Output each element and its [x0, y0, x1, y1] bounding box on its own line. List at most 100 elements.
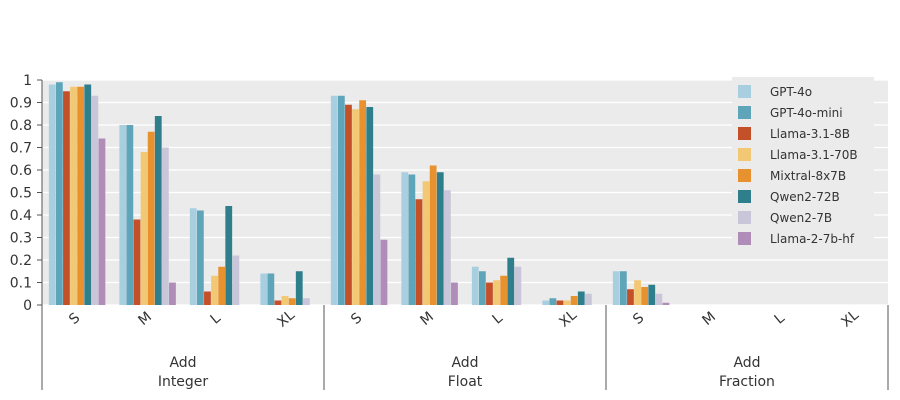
bar: [345, 104, 352, 305]
x-category-label: M: [417, 309, 437, 329]
bar: [415, 199, 423, 305]
bar: [147, 131, 155, 305]
y-tick-label: 0.7: [10, 141, 32, 157]
legend-label: GPT-4o-mini: [770, 106, 843, 120]
bar: [422, 181, 430, 305]
legend-swatch: [738, 211, 751, 224]
y-tick-label: 0.8: [10, 118, 32, 134]
bar: [570, 296, 578, 305]
x-category-label: S: [66, 310, 83, 328]
x-category-label: XL: [838, 307, 862, 331]
bar: [500, 275, 508, 305]
bar: [232, 255, 240, 305]
y-tick-label: 0.6: [10, 163, 32, 179]
x-category-label: S: [630, 310, 647, 328]
bar: [260, 273, 268, 305]
bar: [373, 174, 381, 305]
bar: [549, 298, 557, 305]
y-tick-label: 0.5: [10, 186, 32, 202]
legend-label: Mixtral-8x7B: [770, 169, 846, 183]
legend-swatch: [738, 106, 751, 119]
x-category-label: L: [490, 310, 506, 327]
bar: [140, 152, 148, 305]
bar: [619, 271, 627, 305]
bar: [563, 300, 571, 305]
bar: [295, 271, 303, 305]
bar: [63, 91, 70, 305]
x-category-label: M: [699, 309, 719, 329]
bar: [218, 266, 226, 305]
legend-swatch: [738, 190, 751, 203]
legend-swatch: [738, 169, 751, 182]
bar: [429, 165, 437, 305]
legend-swatch: [738, 127, 751, 140]
bar: [493, 280, 500, 305]
bar: [648, 284, 656, 305]
y-tick-label: 0.3: [10, 231, 32, 247]
bar: [556, 300, 564, 305]
bar: [274, 300, 282, 305]
bar: [77, 86, 85, 305]
x-category-label: XL: [274, 307, 298, 331]
bar: [133, 219, 141, 305]
bar: [98, 138, 106, 305]
bar: [225, 206, 233, 305]
bars: [48, 82, 670, 305]
y-tick-label: 0.4: [10, 208, 32, 224]
bar: [451, 282, 458, 305]
bar: [507, 257, 515, 305]
legend-label: Llama-3.1-8B: [770, 127, 850, 141]
bar: [302, 298, 310, 305]
bar: [584, 293, 592, 305]
bar: [126, 125, 134, 305]
y-tick-label: 0: [23, 298, 32, 314]
x-group-label: Add: [451, 355, 478, 371]
bar: [154, 116, 162, 305]
y-tick-label: 0.9: [10, 96, 32, 112]
bar: [281, 296, 289, 305]
bar: [408, 174, 416, 305]
legend-swatch: [738, 232, 751, 245]
x-category-label: M: [135, 309, 155, 329]
legend-swatch: [738, 85, 751, 98]
bar: [119, 125, 127, 305]
bar: [401, 172, 409, 305]
x-category-label: L: [772, 310, 788, 327]
bar: [70, 86, 77, 305]
legend-label: Llama-2-7b-hf: [770, 232, 855, 246]
bar: [366, 107, 374, 305]
bar: [380, 239, 388, 305]
bar: [204, 291, 211, 305]
legend-box: [732, 77, 874, 251]
x-group-label: Float: [448, 374, 483, 390]
legend-label: GPT-4o: [770, 85, 812, 99]
bar: [443, 190, 451, 305]
bar: [48, 84, 56, 305]
x-category-label: S: [348, 310, 365, 328]
bar: [542, 300, 550, 305]
bar: [514, 266, 522, 305]
y-tick-label: 0.1: [10, 276, 32, 292]
bar: [55, 82, 63, 305]
bar: [337, 95, 345, 305]
bar: [211, 275, 218, 305]
x-group-label: Add: [169, 355, 196, 371]
bar: [161, 147, 169, 305]
bar: [330, 95, 338, 305]
bar: [641, 287, 649, 305]
bar: [627, 289, 634, 305]
bar: [267, 273, 275, 305]
x-group-label: Integer: [158, 374, 209, 390]
bar: [352, 109, 359, 305]
bar: [359, 100, 367, 305]
bar: [169, 282, 176, 305]
bar: [486, 282, 493, 305]
bar: [288, 298, 296, 305]
bar: [634, 280, 641, 305]
bar: [436, 172, 444, 305]
bar: [91, 95, 99, 305]
bar: [471, 266, 479, 305]
legend-label: Llama-3.1-70B: [770, 148, 858, 162]
legend-label: Qwen2-7B: [770, 211, 832, 225]
